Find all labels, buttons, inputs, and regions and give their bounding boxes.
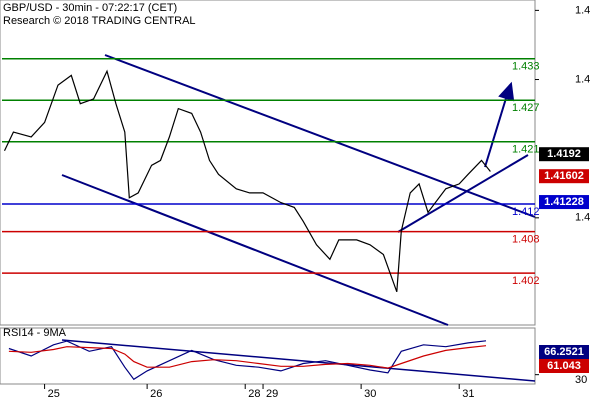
x-tick-label: 26 xyxy=(150,388,162,400)
series-line xyxy=(8,340,487,381)
y-tick-label: 1.41 xyxy=(575,212,590,224)
y-tick-label: 1.44 xyxy=(575,4,590,16)
rsi-title: RSI14 - 9MA xyxy=(3,327,67,339)
price-label-box xyxy=(539,345,589,359)
price-label: 1.4192 xyxy=(547,148,581,160)
x-tick-label: 25 xyxy=(48,388,60,400)
x-tick-label: 31 xyxy=(462,388,474,400)
chart-subtitle: Research © 2018 TRADING CENTRAL xyxy=(3,15,196,27)
price-label-box xyxy=(539,147,589,162)
level-label: 1.402 xyxy=(512,275,540,287)
level-label: 1.408 xyxy=(512,234,540,246)
price-label-box xyxy=(539,359,589,373)
series-line xyxy=(8,345,487,369)
y-tick-label: 1.43 xyxy=(575,73,590,85)
trendlines xyxy=(61,54,536,382)
level-label: 1.412 xyxy=(512,206,540,218)
price-label: 1.41602 xyxy=(544,170,584,182)
y-tick-label: 30 xyxy=(575,374,587,386)
price-panel xyxy=(0,0,536,326)
level-label: 1.433 xyxy=(512,61,540,73)
price-label: 66.2521 xyxy=(544,346,584,358)
level-label: 1.427 xyxy=(512,102,540,114)
price-label: 1.41228 xyxy=(544,196,584,208)
chart-title: GBP/USD - 30min - 07:22:17 (CET) xyxy=(3,2,177,14)
x-tick-label: 30 xyxy=(364,388,376,400)
x-tick-label: 29 xyxy=(266,388,278,400)
rsi-panel xyxy=(0,327,536,385)
x-tick-label: 28 xyxy=(248,388,260,400)
price-label-box xyxy=(539,169,589,184)
price-label: 61.043 xyxy=(547,360,581,372)
series-line xyxy=(3,69,491,293)
level-label: 1.421 xyxy=(512,144,540,156)
price-label-box xyxy=(539,195,589,210)
